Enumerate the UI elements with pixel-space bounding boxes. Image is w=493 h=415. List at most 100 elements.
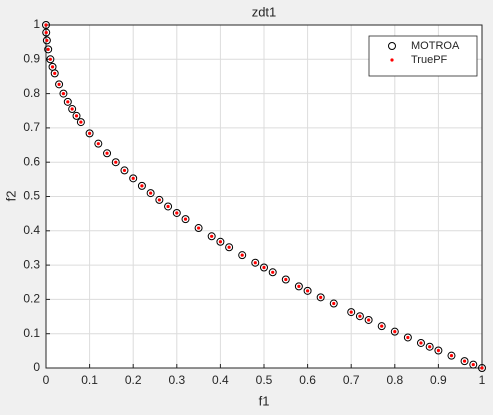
data-point xyxy=(210,234,214,238)
data-point xyxy=(471,362,475,367)
x-tick-label: 0 xyxy=(43,373,50,387)
data-point xyxy=(349,310,353,314)
data-point xyxy=(332,301,336,306)
data-point xyxy=(146,189,155,198)
data-point xyxy=(120,166,129,175)
data-point xyxy=(72,111,81,120)
x-tick-label: 1 xyxy=(479,373,486,387)
data-point xyxy=(55,80,64,89)
y-tick-label: 0.3 xyxy=(23,257,40,271)
legend-symbol xyxy=(388,42,396,50)
data-point xyxy=(57,82,61,86)
data-point xyxy=(140,184,144,188)
y-tick-label: 0.2 xyxy=(23,292,40,306)
data-point xyxy=(46,47,50,51)
data-point xyxy=(76,118,85,127)
legend-box xyxy=(368,35,478,77)
x-tick-label: 0.8 xyxy=(386,373,403,387)
x-tick-label: 0.3 xyxy=(168,373,185,387)
data-point xyxy=(218,240,222,244)
data-point xyxy=(45,38,49,43)
data-point xyxy=(294,282,303,291)
data-point xyxy=(377,322,386,331)
data-point xyxy=(207,232,216,241)
data-point xyxy=(367,318,371,322)
data-point xyxy=(50,65,55,69)
data-point xyxy=(96,142,100,146)
data-point xyxy=(103,149,112,158)
data-point xyxy=(111,158,120,167)
data-point xyxy=(347,308,356,317)
data-point xyxy=(44,30,48,35)
data-point xyxy=(44,45,53,54)
data-point xyxy=(462,359,467,363)
data-point xyxy=(469,360,478,369)
data-point xyxy=(225,243,234,252)
data-point xyxy=(380,324,384,328)
data-point xyxy=(449,354,454,358)
data-point xyxy=(306,289,310,293)
data-point xyxy=(197,226,201,230)
data-point xyxy=(403,333,412,342)
data-point xyxy=(137,181,146,190)
data-point xyxy=(63,97,72,106)
data-point xyxy=(46,55,55,64)
data-point xyxy=(50,69,59,78)
data-point xyxy=(79,120,83,124)
x-tick-label: 0.1 xyxy=(81,373,98,387)
data-point xyxy=(428,345,432,349)
data-point xyxy=(297,284,301,288)
x-tick-label: 0.7 xyxy=(343,373,360,387)
data-point xyxy=(425,342,434,351)
y-tick-label: 1 xyxy=(33,17,40,31)
data-point xyxy=(406,335,410,340)
data-point xyxy=(44,23,48,27)
data-point xyxy=(284,277,288,282)
data-point xyxy=(316,293,325,302)
data-point xyxy=(240,253,244,257)
y-tick-label: 0.5 xyxy=(23,189,40,203)
data-point xyxy=(260,263,268,272)
data-point xyxy=(238,251,247,260)
data-point xyxy=(164,202,173,211)
data-point xyxy=(447,351,456,360)
data-point xyxy=(419,341,423,345)
data-point xyxy=(155,195,164,204)
data-point xyxy=(131,176,135,180)
x-tick-label: 0.2 xyxy=(125,373,142,387)
data-point xyxy=(216,237,225,246)
data-point xyxy=(94,139,103,148)
data-point xyxy=(364,315,373,324)
legend-label: TruePF xyxy=(411,54,448,66)
data-point xyxy=(175,211,179,215)
data-point xyxy=(122,168,127,173)
data-point xyxy=(183,217,188,221)
y-tick-label: 0.1 xyxy=(23,326,40,340)
legend-symbol xyxy=(390,58,394,62)
data-point xyxy=(434,346,443,355)
x-tick-label: 0.5 xyxy=(256,373,273,387)
data-point xyxy=(166,204,170,209)
data-point xyxy=(74,114,79,118)
data-point xyxy=(114,160,118,164)
data-point xyxy=(355,312,364,321)
data-point xyxy=(268,268,277,277)
data-point xyxy=(478,364,486,372)
data-point xyxy=(460,357,469,366)
x-tick-label: 0.6 xyxy=(299,373,316,387)
data-point xyxy=(66,100,70,104)
y-axis-label: f2 xyxy=(3,191,18,202)
data-point xyxy=(227,245,231,249)
data-point xyxy=(436,348,440,353)
axes-box xyxy=(45,24,483,369)
data-point xyxy=(271,270,275,274)
data-point xyxy=(59,89,68,98)
legend-label: MOTROA xyxy=(411,40,460,52)
x-tick-label: 0.4 xyxy=(212,373,229,387)
data-point xyxy=(303,286,312,295)
data-point xyxy=(61,92,66,96)
data-point xyxy=(157,198,161,202)
y-tick-label: 0 xyxy=(33,360,40,374)
data-point xyxy=(149,191,153,195)
